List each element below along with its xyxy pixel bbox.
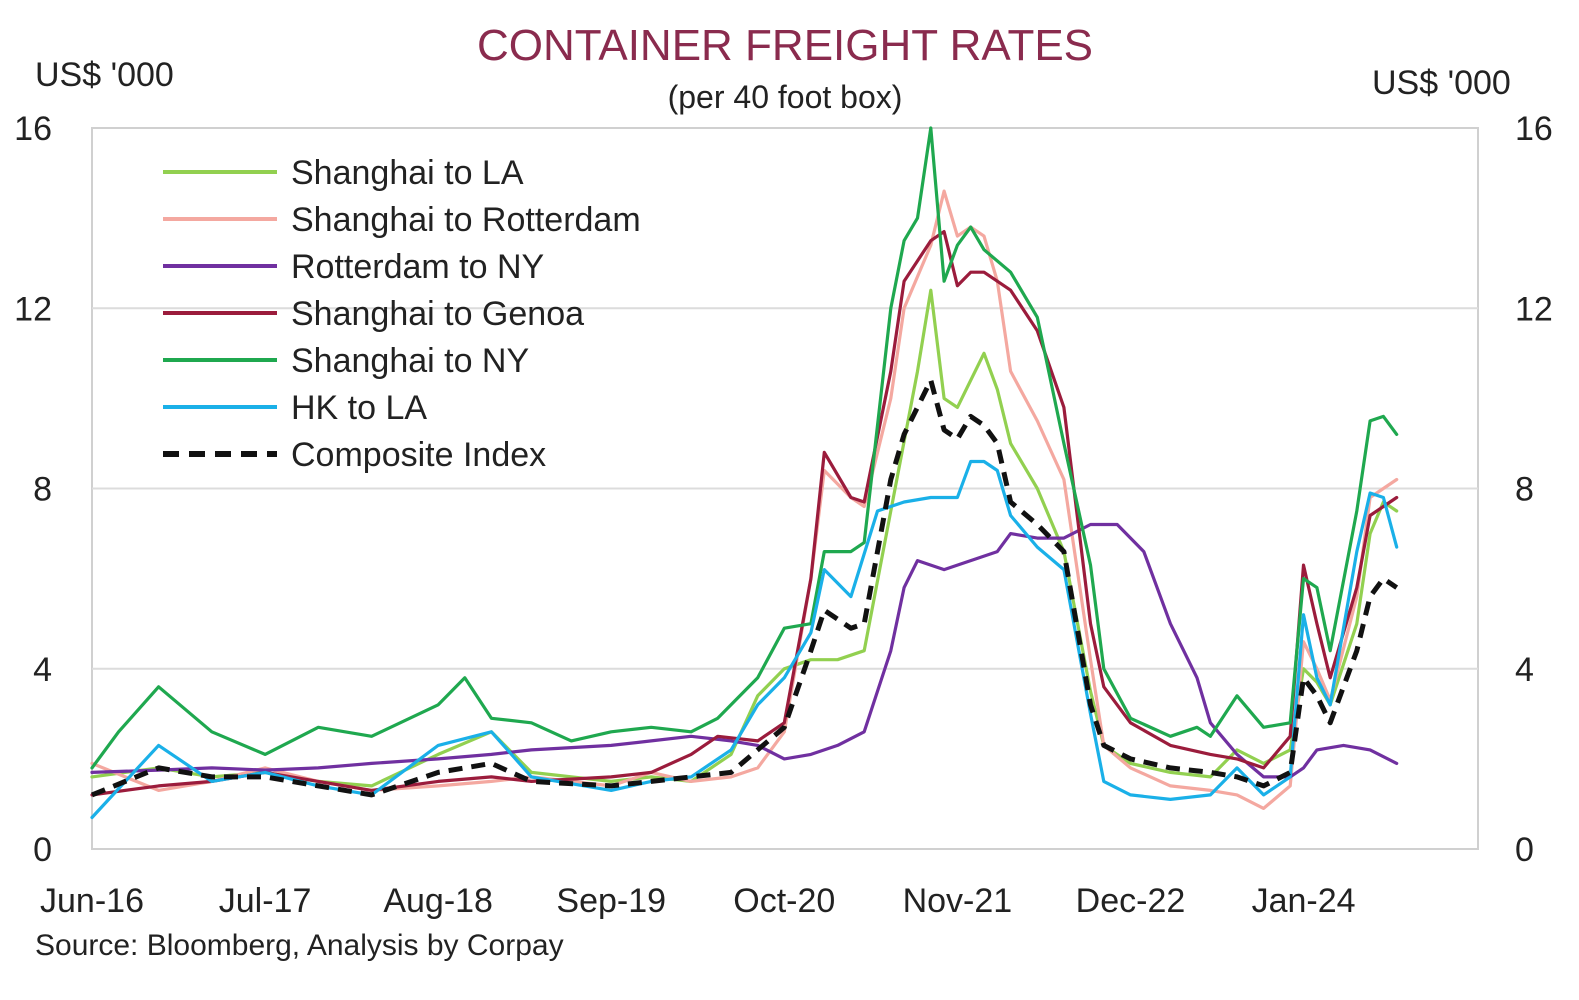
y-tick-left: 12 [14, 290, 52, 328]
y-tick-left: 16 [14, 110, 52, 148]
legend-label: Shanghai to Genoa [291, 295, 584, 333]
axis-ticks: 0 0 4 4 8 8 12 12 16 16 Jun-16 Jul-17 Aug-18 Sep-19 Oc… [14, 110, 1553, 920]
series-line-shanghai-to-genoa [90, 230, 1399, 797]
y-axis-label-right: US$ '000 [1372, 64, 1511, 102]
series-line-shanghai-to-la [90, 288, 1399, 788]
y-tick-right: 12 [1515, 290, 1553, 328]
series-line-composite-index [91, 377, 1399, 798]
x-tick: Jan-24 [1252, 882, 1356, 920]
x-tick: Jun-16 [40, 882, 144, 920]
y-tick-left: 8 [33, 471, 52, 509]
legend-label: HK to LA [291, 389, 427, 427]
x-tick: Jul-17 [219, 882, 312, 920]
x-tick: Aug-18 [383, 882, 493, 920]
chart-title: CONTAINER FREIGHT RATES [477, 21, 1093, 70]
series-lines [90, 126, 1399, 820]
y-tick-right: 16 [1515, 110, 1553, 148]
y-axis-label-left: US$ '000 [35, 56, 174, 94]
y-tick-left: 4 [33, 651, 52, 689]
y-tick-right: 0 [1515, 831, 1534, 869]
legend-label: Shanghai to Rotterdam [291, 201, 641, 239]
legend-label: Composite Index [291, 436, 546, 474]
series-line-shanghai-to-ny [90, 126, 1399, 770]
y-tick-right: 4 [1515, 651, 1534, 689]
chart-subtitle: (per 40 foot box) [668, 79, 903, 115]
x-tick: Dec-22 [1076, 882, 1186, 920]
x-tick: Nov-21 [903, 882, 1013, 920]
legend: Shanghai to LA Shanghai to Rotterdam Rotte… [163, 154, 641, 474]
legend-label: Shanghai to LA [291, 154, 524, 192]
y-tick-right: 8 [1515, 471, 1534, 509]
x-tick: Sep-19 [556, 882, 666, 920]
source-note: Source: Bloomberg, Analysis by Corpay [35, 929, 564, 962]
x-tick: Oct-20 [733, 882, 835, 920]
series-line-shanghai-to-rotterdam [90, 189, 1399, 810]
y-tick-left: 0 [33, 831, 52, 869]
legend-label: Shanghai to NY [291, 342, 529, 380]
series-line-hk-to-la [90, 459, 1399, 820]
legend-label: Rotterdam to NY [291, 248, 544, 286]
